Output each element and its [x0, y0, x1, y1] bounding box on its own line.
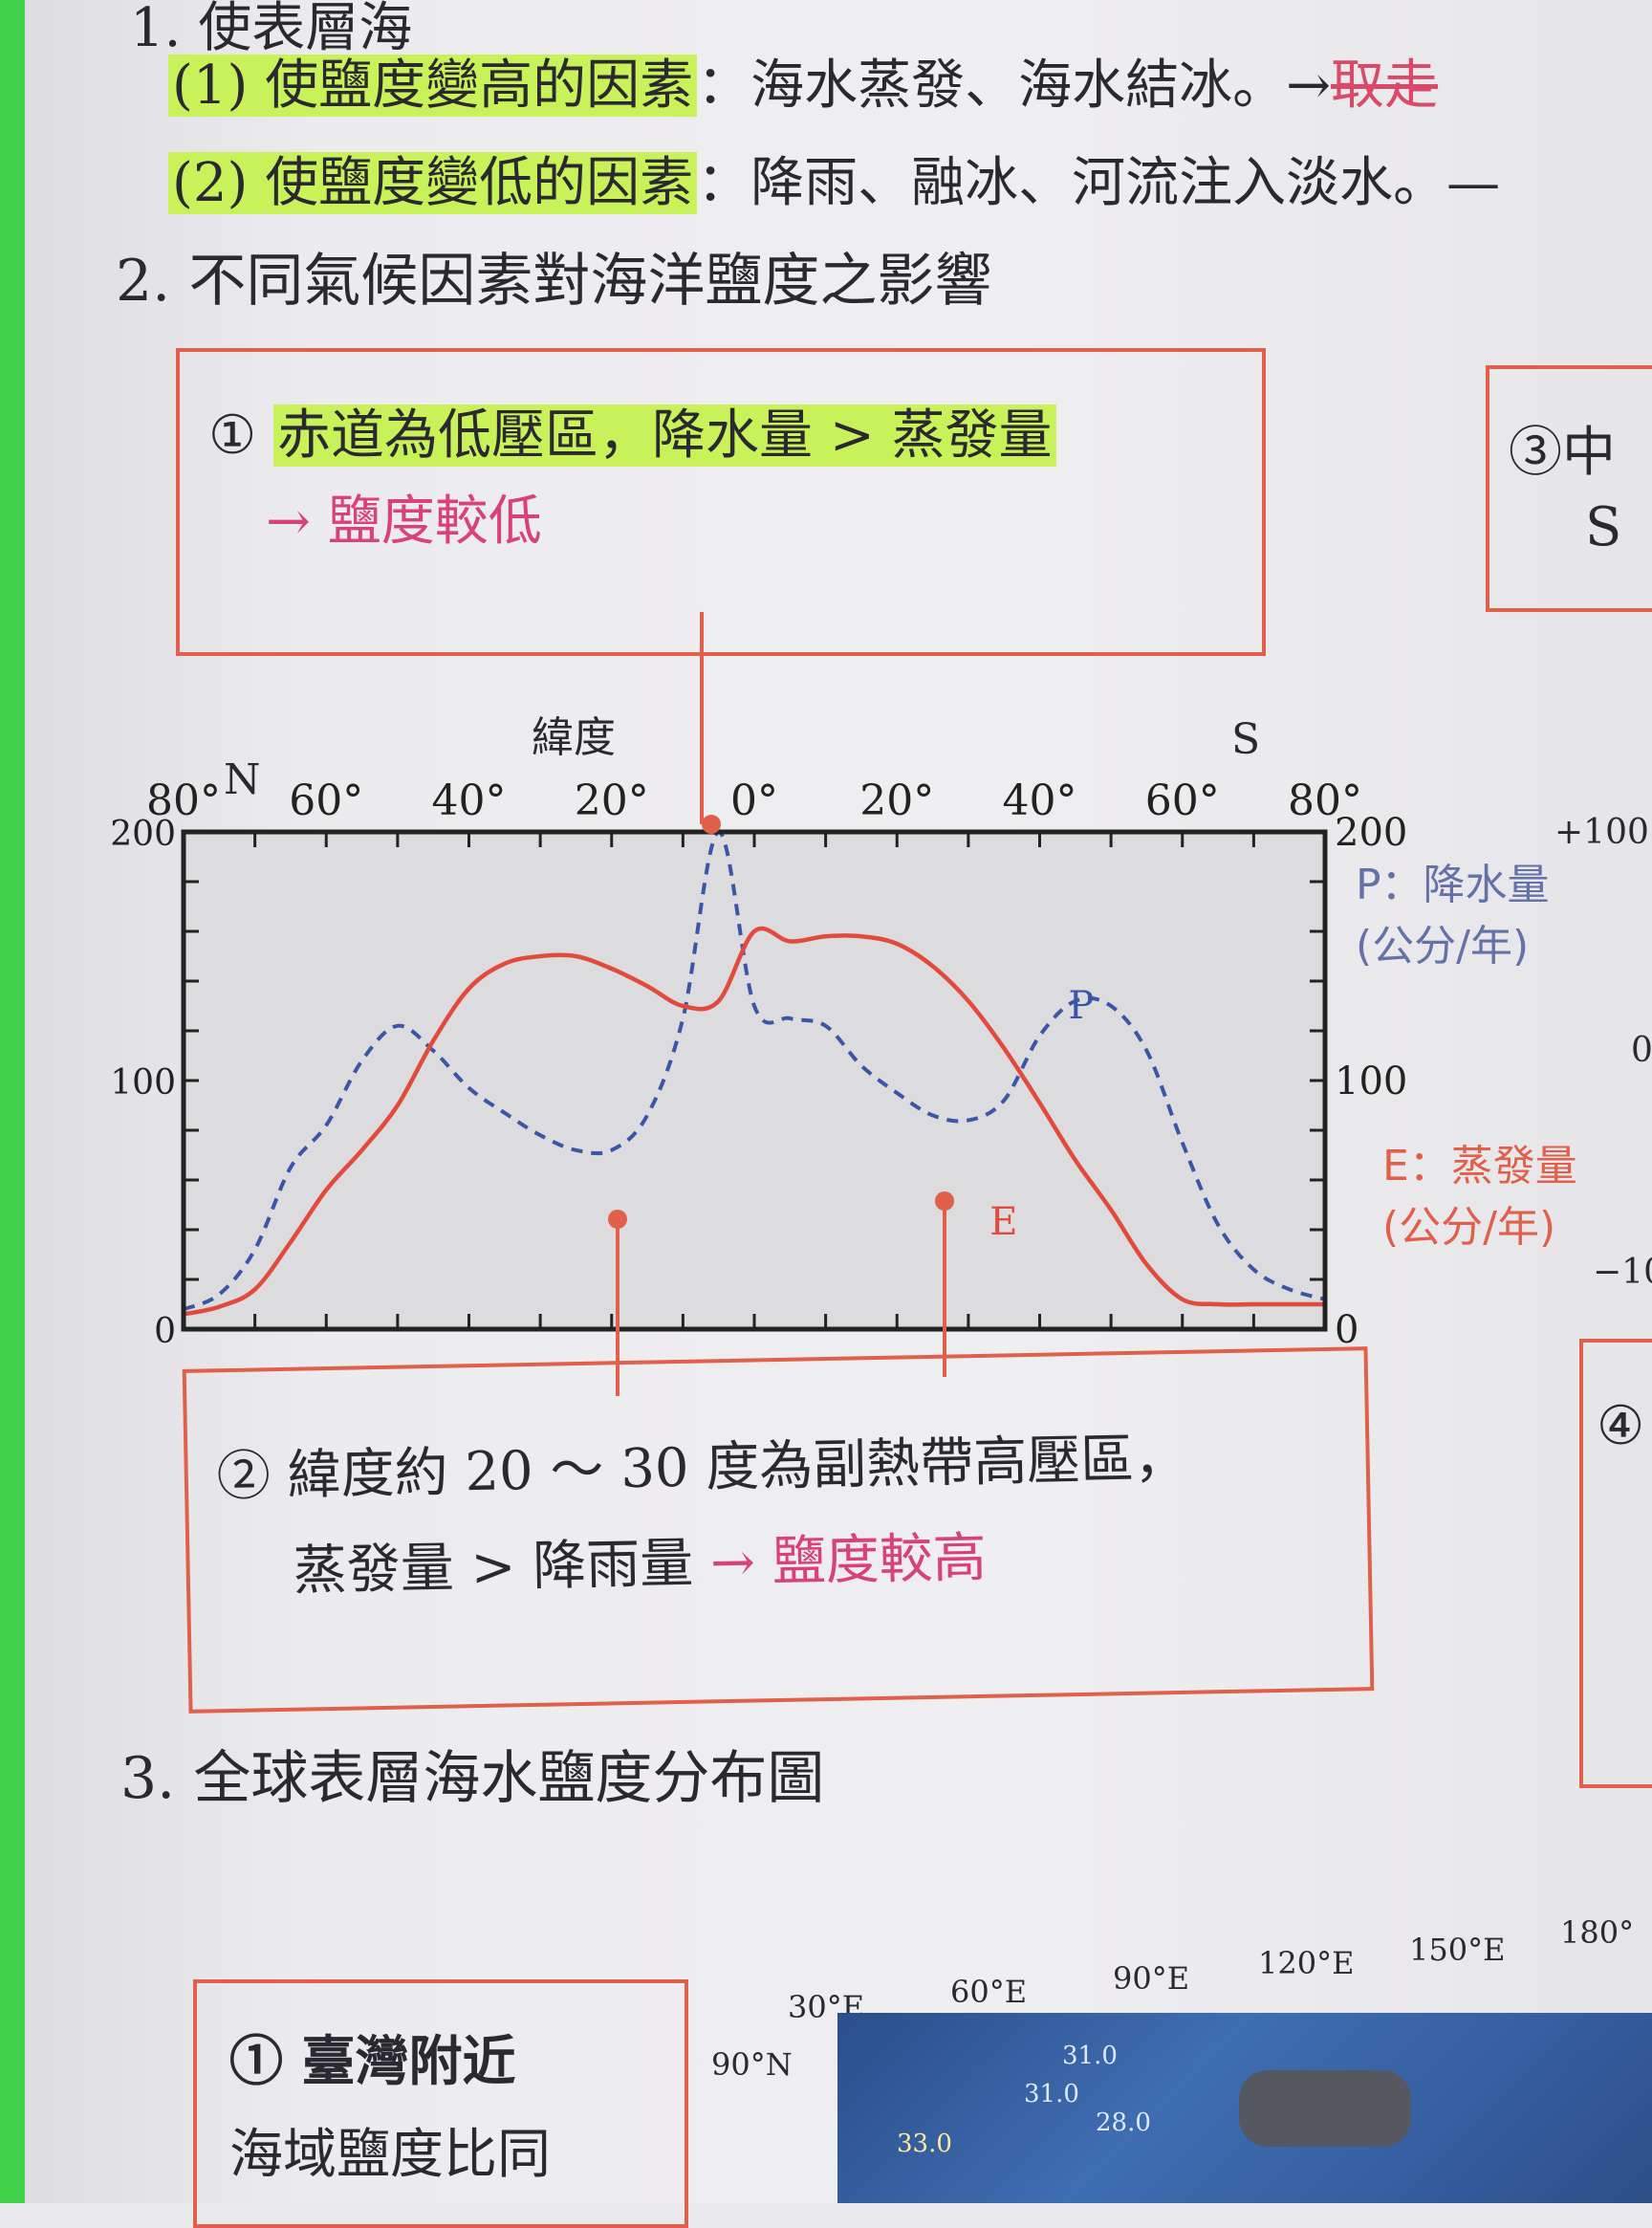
fall-value: ：降雨、融冰、河流注入淡水。— — [697, 152, 1501, 214]
plot-frame — [181, 829, 1328, 1332]
rise-label: (1) 使鹽度變高的因素 — [168, 55, 698, 117]
box1-line1: ① 赤道為低壓區，降水量 > 蒸發量 — [208, 404, 1056, 467]
box3-line1: ③中 — [1509, 423, 1616, 484]
box2-arrow: → — [709, 1531, 756, 1595]
x-tick-label: 40° — [1003, 776, 1077, 825]
x-axis-label: 緯度 — [532, 713, 616, 762]
contour-label-4: 28.0 — [1096, 2108, 1151, 2137]
right-axis-tick-plus100: +100 — [1554, 813, 1649, 852]
box4-num: ④ — [1597, 1395, 1645, 1457]
green-page-edge — [0, 0, 25, 2203]
taiwan-line1: ① 臺灣附近 — [229, 2030, 516, 2093]
rise-value: ：海水蒸發、海水結冰。→ — [697, 55, 1332, 117]
box-4: ④ — [1579, 1339, 1652, 1788]
series-label-p: P — [1068, 984, 1094, 1028]
lon-60e: 60°E — [950, 1974, 1028, 2010]
series-evaporation-line — [183, 926, 1325, 1317]
lon-90e: 90°E — [1113, 1960, 1190, 1997]
item1-title: 1. 使表層海 — [130, 0, 413, 59]
left-y-tick-label: 200 — [110, 815, 176, 854]
right-y-tick-label: 100 — [1335, 1059, 1407, 1103]
box3-text: 中 — [1562, 422, 1616, 484]
item3-title: 3. 全球表層海水鹽度分布圖 — [120, 1745, 825, 1812]
box1-line2: → 鹽度較低 — [266, 491, 542, 553]
north-label: N — [224, 755, 261, 804]
box2-line1: ② 緯度約 20 ～ 30 度為副熱帶高壓區， — [216, 1427, 1188, 1509]
salinity-map: 31.0 31.0 33.0 28.0 — [837, 2013, 1652, 2203]
item1-fall-line: (2) 使鹽度變低的因素：降雨、融冰、河流注入淡水。— — [168, 152, 1501, 214]
chart-svg: 80° 60° 40° 20° 0° 20° 40° 60° 80°20010002001000… — [110, 612, 1407, 1396]
box1-num: ① — [208, 404, 257, 467]
box2-result: 鹽度較高 — [772, 1526, 988, 1594]
item1-rise-line: (1) 使鹽度變高的因素：海水蒸發、海水結冰。→取走 — [168, 55, 1438, 117]
lon-120e: 120°E — [1258, 1945, 1355, 1981]
box2-cause: 蒸發量 > 降雨量 — [293, 1532, 694, 1603]
lat-90n: 90°N — [711, 2046, 793, 2083]
box-subtropical-high: ② 緯度約 20 ～ 30 度為副熱帶高壓區， 蒸發量 > 降雨量 → 鹽度較高 — [182, 1346, 1375, 1714]
box3-line2: S — [1585, 496, 1622, 558]
rise-struck: 取走 — [1331, 55, 1439, 117]
x-tick-label: 40° — [432, 776, 507, 825]
box2-line2: 蒸發量 > 降雨量 → 鹽度較高 — [293, 1526, 988, 1603]
x-tick-label: 0° — [730, 776, 778, 825]
right-y-tick-label: 0 — [1335, 1308, 1359, 1352]
south-label: S — [1231, 715, 1261, 764]
taiwan-line2: 海域鹽度比同 — [229, 2124, 551, 2186]
legend-precipitation-unit: (公分/年) — [1356, 922, 1530, 971]
left-y-tick-label: 0 — [154, 1312, 176, 1351]
legend-evaporation: E：蒸發量 — [1382, 1142, 1577, 1190]
box2-text: 緯度約 20 ～ 30 度為副熱帶高壓區， — [287, 1427, 1188, 1507]
box1-text: 赤道為低壓區，降水量 > 蒸發量 — [273, 404, 1056, 467]
lon-180: 180° — [1560, 1914, 1635, 1951]
textbook-page: 1. 使表層海 (1) 使鹽度變高的因素：海水蒸發、海水結冰。→取走 (2) 使… — [25, 0, 1652, 2228]
right-axis-tick-minus: −10 — [1593, 1253, 1652, 1292]
box2-num: ② — [216, 1445, 272, 1509]
contour-label-1: 31.0 — [1062, 2042, 1118, 2070]
plot-area — [184, 832, 1325, 1329]
box-taiwan: ① 臺灣附近 海域鹽度比同 — [193, 1979, 688, 2228]
x-tick-label: 20° — [575, 776, 649, 825]
box-equator: ① 赤道為低壓區，降水量 > 蒸發量 → 鹽度較低 — [176, 348, 1266, 656]
left-y-tick-label: 100 — [110, 1063, 176, 1103]
box-3: ③中 S — [1486, 365, 1652, 612]
contour-label-2: 31.0 — [1024, 2080, 1079, 2108]
connector-equator-dot — [702, 815, 721, 834]
right-y-tick-label: 200 — [1335, 811, 1407, 855]
contour-label-3: 33.0 — [897, 2130, 952, 2158]
series-label-e: E — [989, 1200, 1017, 1244]
lon-150e: 150°E — [1409, 1932, 1506, 1968]
series-precipitation-line — [183, 829, 1326, 1312]
right-axis-tick-zero: 0 — [1631, 1031, 1652, 1070]
legend-evaporation-unit: (公分/年) — [1382, 1203, 1556, 1252]
x-tick-label: 80° — [146, 776, 221, 825]
box3-num: ③ — [1509, 422, 1562, 484]
fall-label: (2) 使鹽度變低的因素 — [168, 152, 698, 214]
item2-title: 2. 不同氣候因素對海洋鹽度之影響 — [116, 248, 992, 315]
chart-labels: 80° 60° 40° 20° 0° 20° 40° 60° 80°20010002001000… — [110, 776, 1407, 1352]
landmass — [1239, 2070, 1411, 2147]
x-tick-label: 80° — [1288, 776, 1362, 825]
x-tick-label: 60° — [1145, 776, 1220, 825]
legend-precipitation: P：降水量 — [1356, 861, 1550, 909]
x-tick-label: 60° — [289, 776, 363, 825]
x-tick-label: 20° — [859, 776, 934, 825]
